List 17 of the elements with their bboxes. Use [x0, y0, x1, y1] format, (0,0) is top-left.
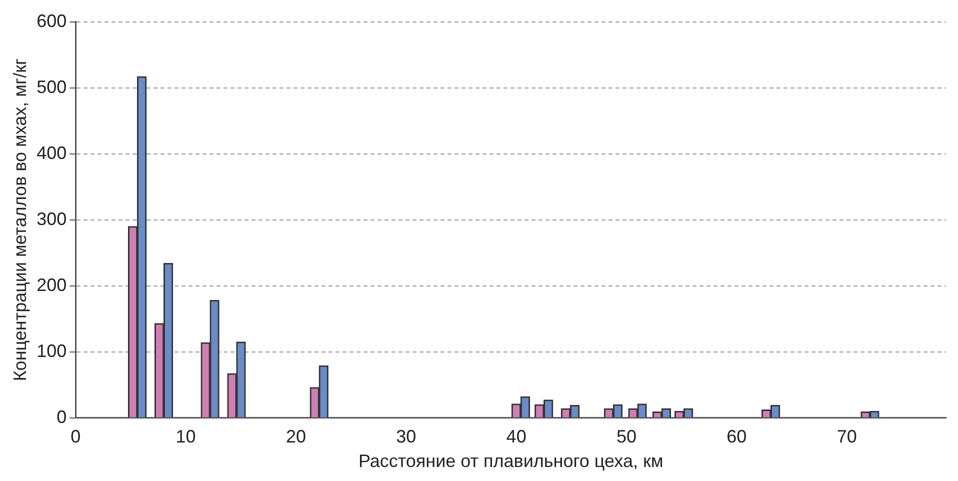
y-tick-label: 200	[36, 274, 67, 295]
y-tick-label: 500	[36, 76, 67, 97]
x-axis-title: Расстояние от плавильного цеха, км	[358, 451, 664, 472]
x-tick-label: 20	[286, 426, 306, 447]
x-tick-label: 30	[396, 426, 416, 447]
y-tick-label: 600	[36, 10, 67, 31]
x-tick-label: 50	[616, 426, 637, 447]
x-tick-label: 0	[70, 426, 81, 447]
x-tick-label: 70	[836, 426, 857, 447]
x-tick-label: 60	[726, 426, 747, 447]
y-tick-label: 100	[36, 340, 67, 361]
y-tick-label: 300	[36, 208, 67, 229]
x-tick-label: 40	[506, 426, 526, 447]
x-tick-label: 10	[176, 426, 196, 447]
y-axis-title: Концентрации металлов во мхах, мг/кг	[10, 58, 30, 382]
y-tick-label: 0	[56, 406, 67, 427]
y-tick-label: 400	[36, 142, 67, 163]
